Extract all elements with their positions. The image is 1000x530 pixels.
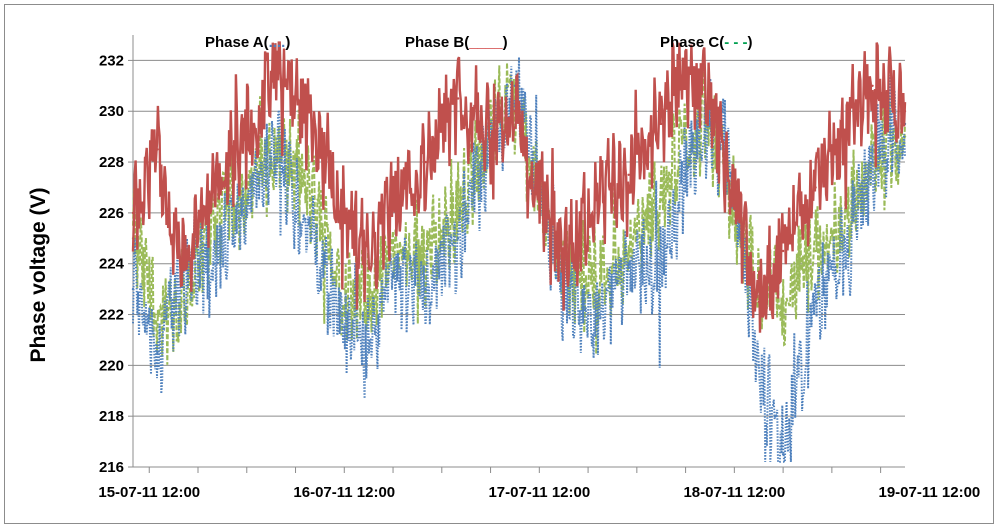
y-tick-label: 220 [99, 357, 124, 374]
y-tick-label: 222 [99, 307, 124, 324]
data-point [213, 199, 216, 202]
data-point [733, 199, 736, 202]
data-point [781, 300, 785, 303]
data-point [660, 262, 663, 265]
data-point [213, 224, 216, 227]
x-tick-label: 17-07-11 12:00 [488, 484, 590, 501]
data-point [310, 135, 313, 138]
data-point [424, 249, 427, 253]
data-point [278, 71, 281, 75]
data-point [595, 275, 598, 278]
x-tick-label: 18-07-11 12:00 [683, 484, 785, 501]
x-tick-label: 15-07-11 12:00 [98, 484, 200, 501]
y-tick-label: 232 [99, 52, 124, 69]
legend-marker: - - - [724, 34, 747, 51]
legend-prefix: Phase B( [405, 34, 469, 51]
y-tick-labels: 216 218 220 222 224 226 228 230 232 [99, 52, 125, 476]
data-point [627, 173, 630, 176]
data-point [156, 313, 159, 316]
data-point [814, 186, 817, 189]
legend-suffix: ) [285, 34, 290, 51]
y-tick-label: 216 [99, 459, 124, 476]
data-point [245, 122, 248, 126]
legend-prefix: Phase A( [205, 34, 269, 51]
data-point [367, 351, 370, 354]
legend-marker: ____ [468, 34, 503, 51]
data-point [814, 249, 817, 253]
data-point [595, 199, 598, 202]
data-point [131, 211, 135, 215]
data-point [278, 160, 281, 164]
data-point [781, 249, 785, 253]
data-point [343, 326, 346, 329]
data-point [708, 97, 712, 100]
data-point [903, 110, 907, 113]
data-point [562, 262, 565, 265]
data-point [456, 97, 460, 100]
y-tick-label: 224 [99, 256, 125, 273]
x-tick-label: 16-07-11 12:00 [293, 484, 395, 501]
data-point [156, 148, 159, 151]
data-point [391, 249, 395, 253]
legend: Phase A(....) Phase B(____) Phase C(- - -) [205, 34, 753, 51]
series-layer [131, 41, 907, 463]
data-point [871, 84, 874, 88]
x-tick-label: 19-07-11 12:00 [879, 484, 981, 501]
data-point [538, 199, 541, 202]
data-point [424, 160, 427, 164]
series-line-0 [132, 57, 906, 463]
legend-entry-2: Phase C(- - -) [660, 34, 753, 51]
legend-entry-1: Phase B(____) [405, 34, 508, 51]
data-point [684, 173, 687, 176]
data-point [627, 262, 630, 265]
data-point [814, 300, 817, 303]
legend-suffix: ) [503, 34, 508, 51]
y-axis-label: Phase voltage (V) [27, 187, 50, 362]
data-point [846, 211, 850, 215]
data-point [684, 71, 687, 75]
data-point [660, 199, 663, 202]
y-tick-label: 218 [99, 408, 124, 425]
data-point [627, 249, 630, 253]
data-point [846, 122, 850, 126]
data-point [131, 287, 135, 291]
data-point [213, 262, 216, 265]
data-point [343, 287, 346, 291]
x-tick-labels: 15-07-11 12:00 16-07-11 12:00 17-07-11 12:… [98, 484, 980, 501]
legend-prefix: Phase C( [660, 34, 724, 51]
data-point [489, 122, 492, 126]
legend-entry-0: Phase A(....) [205, 34, 290, 51]
data-point [310, 237, 313, 240]
y-tick-label: 226 [99, 205, 124, 222]
data-point [757, 364, 760, 367]
data-point [595, 313, 598, 316]
data-point [245, 199, 248, 202]
data-point [343, 211, 346, 215]
data-point [781, 453, 785, 456]
data-point [391, 199, 395, 202]
data-point [391, 275, 395, 278]
data-point [367, 262, 370, 265]
data-point [871, 160, 874, 164]
data-point [180, 262, 183, 265]
legend-marker: .... [269, 34, 286, 51]
data-point [846, 249, 850, 253]
data-point [456, 237, 460, 240]
series-line-1 [131, 41, 907, 333]
data-point [156, 351, 159, 354]
data-point [513, 110, 517, 113]
data-point [180, 300, 183, 303]
data-point [757, 300, 760, 303]
y-tick-label: 228 [99, 154, 124, 171]
data-point [424, 287, 427, 291]
legend-suffix: ) [748, 34, 753, 51]
data-point [660, 122, 663, 126]
y-tick-label: 230 [99, 103, 124, 120]
